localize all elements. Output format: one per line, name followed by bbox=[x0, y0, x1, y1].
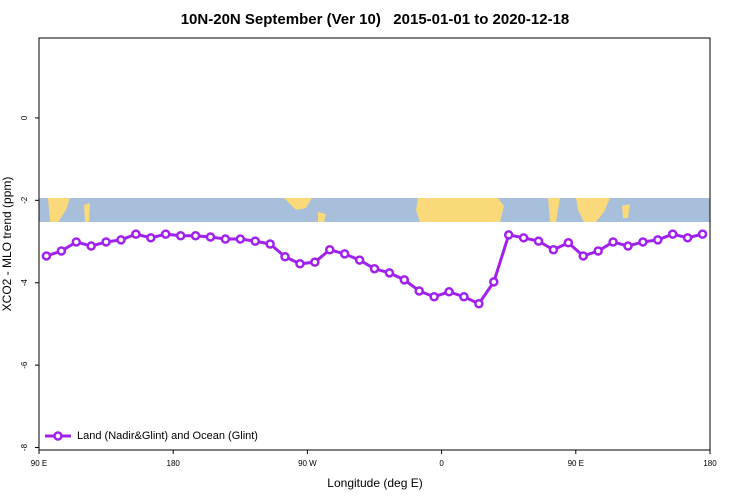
point bbox=[71, 237, 82, 247]
point bbox=[697, 229, 708, 239]
y-tick-label: -6 bbox=[20, 361, 29, 369]
y-axis-label: XCO2 - MLO trend (ppm) bbox=[0, 177, 14, 312]
point bbox=[131, 229, 141, 239]
land bbox=[84, 203, 90, 222]
point bbox=[295, 259, 305, 269]
x-tick-label: 90 E bbox=[31, 459, 47, 468]
y-tick-label: 0 bbox=[20, 115, 29, 120]
point bbox=[563, 238, 574, 248]
x-axis-label: Longitude (deg E) bbox=[327, 476, 422, 490]
point bbox=[310, 257, 320, 267]
point bbox=[384, 268, 395, 278]
y-tick-label: -2 bbox=[20, 196, 29, 204]
land bbox=[576, 198, 610, 222]
point bbox=[369, 263, 380, 274]
point bbox=[101, 237, 111, 247]
ocean bbox=[39, 198, 710, 222]
point bbox=[682, 233, 693, 243]
x-tick-label: 90 W bbox=[298, 459, 317, 468]
point bbox=[578, 251, 589, 261]
point bbox=[623, 241, 633, 251]
point bbox=[265, 239, 275, 249]
land bbox=[318, 212, 326, 222]
point bbox=[638, 237, 648, 247]
map-strip bbox=[39, 198, 710, 222]
land bbox=[284, 198, 312, 210]
point bbox=[429, 291, 439, 302]
land bbox=[622, 204, 630, 218]
y-tick-label: -4 bbox=[20, 279, 29, 287]
land bbox=[48, 198, 70, 222]
point bbox=[190, 231, 201, 241]
point bbox=[250, 236, 260, 246]
point bbox=[354, 255, 365, 265]
point bbox=[160, 229, 171, 239]
point bbox=[474, 298, 484, 309]
point bbox=[325, 245, 335, 255]
point bbox=[339, 249, 350, 259]
x-tick-label: 0 bbox=[439, 459, 444, 468]
point bbox=[653, 235, 663, 245]
x-tick-label: 180 bbox=[167, 459, 181, 468]
point bbox=[41, 251, 52, 261]
chart-title: 10N-20N September (Ver 10) 2015-01-01 to… bbox=[181, 11, 570, 28]
point bbox=[116, 235, 126, 245]
point bbox=[459, 291, 469, 302]
point bbox=[608, 237, 618, 247]
x-tick-label: 180 bbox=[703, 459, 717, 468]
point bbox=[593, 246, 603, 256]
point bbox=[205, 232, 216, 242]
point bbox=[414, 286, 424, 296]
point bbox=[489, 277, 499, 287]
point bbox=[86, 241, 96, 251]
point bbox=[518, 233, 529, 243]
point bbox=[220, 234, 231, 244]
legend-marker bbox=[53, 431, 63, 441]
point bbox=[280, 252, 290, 262]
plot-frame bbox=[38, 37, 711, 451]
point bbox=[56, 246, 67, 256]
point bbox=[444, 287, 454, 297]
point bbox=[533, 236, 544, 246]
point bbox=[399, 275, 410, 285]
legend-label: Land (Nadir&Glint) and Ocean (Glint) bbox=[77, 430, 258, 442]
point bbox=[146, 233, 156, 243]
point bbox=[175, 231, 186, 241]
land bbox=[416, 198, 504, 222]
land bbox=[548, 198, 560, 222]
point bbox=[503, 230, 514, 240]
y-tick-label: -8 bbox=[20, 443, 29, 451]
point bbox=[667, 229, 678, 239]
x-tick-label: 90 E bbox=[568, 459, 584, 468]
point bbox=[235, 234, 246, 244]
point bbox=[548, 245, 559, 255]
